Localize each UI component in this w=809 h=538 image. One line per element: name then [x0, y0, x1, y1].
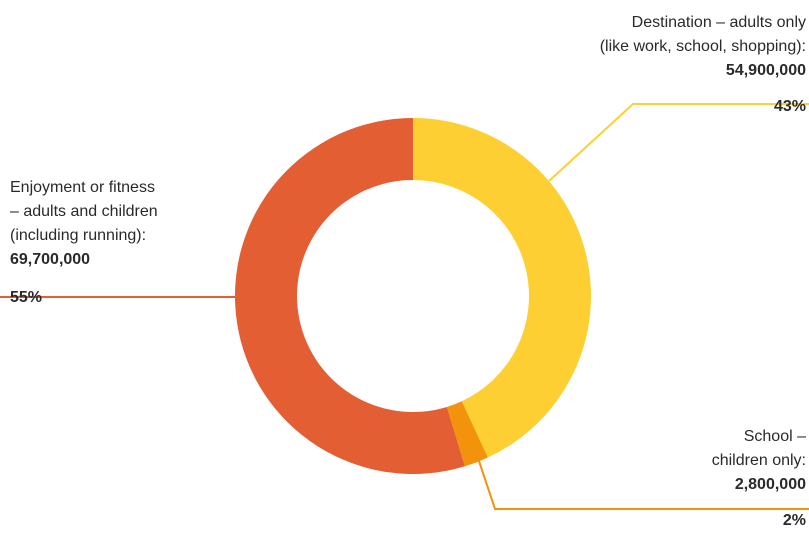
slice-destination: [413, 118, 591, 458]
label-school-line-1: School –: [743, 428, 806, 445]
label-destination-line-2: (like work, school, shopping):: [599, 38, 806, 55]
label-enjoyment-value: 69,700,000: [10, 251, 91, 268]
label-enjoyment-percent: 55%: [10, 289, 43, 306]
label-enjoyment-line-1: Enjoyment or fitness: [10, 179, 155, 196]
label-school-line-2: children only:: [711, 452, 806, 469]
leader-line-destination: [548, 103, 809, 182]
label-destination-line-1: Destination – adults only: [631, 14, 806, 31]
label-enjoyment-line-3: (including running):: [10, 227, 147, 244]
label-school-value: 2,800,000: [734, 476, 806, 493]
label-school-percent: 2%: [782, 512, 806, 529]
label-enjoyment-line-2: – adults and children: [10, 203, 158, 220]
label-destination: Destination – adults only (like work, sc…: [600, 11, 806, 119]
donut-slices: [234, 118, 591, 475]
label-destination-value: 54,900,000: [725, 62, 806, 79]
leader-lines: [0, 103, 809, 510]
slice-enjoyment: [234, 118, 465, 475]
label-enjoyment: Enjoyment or fitness – adults and childr…: [10, 176, 158, 310]
leader-line-school: [477, 457, 809, 510]
label-destination-percent: 43%: [773, 98, 806, 115]
label-school: School – children only: 2,800,000 2%: [712, 425, 806, 533]
slice-school: [446, 401, 488, 467]
